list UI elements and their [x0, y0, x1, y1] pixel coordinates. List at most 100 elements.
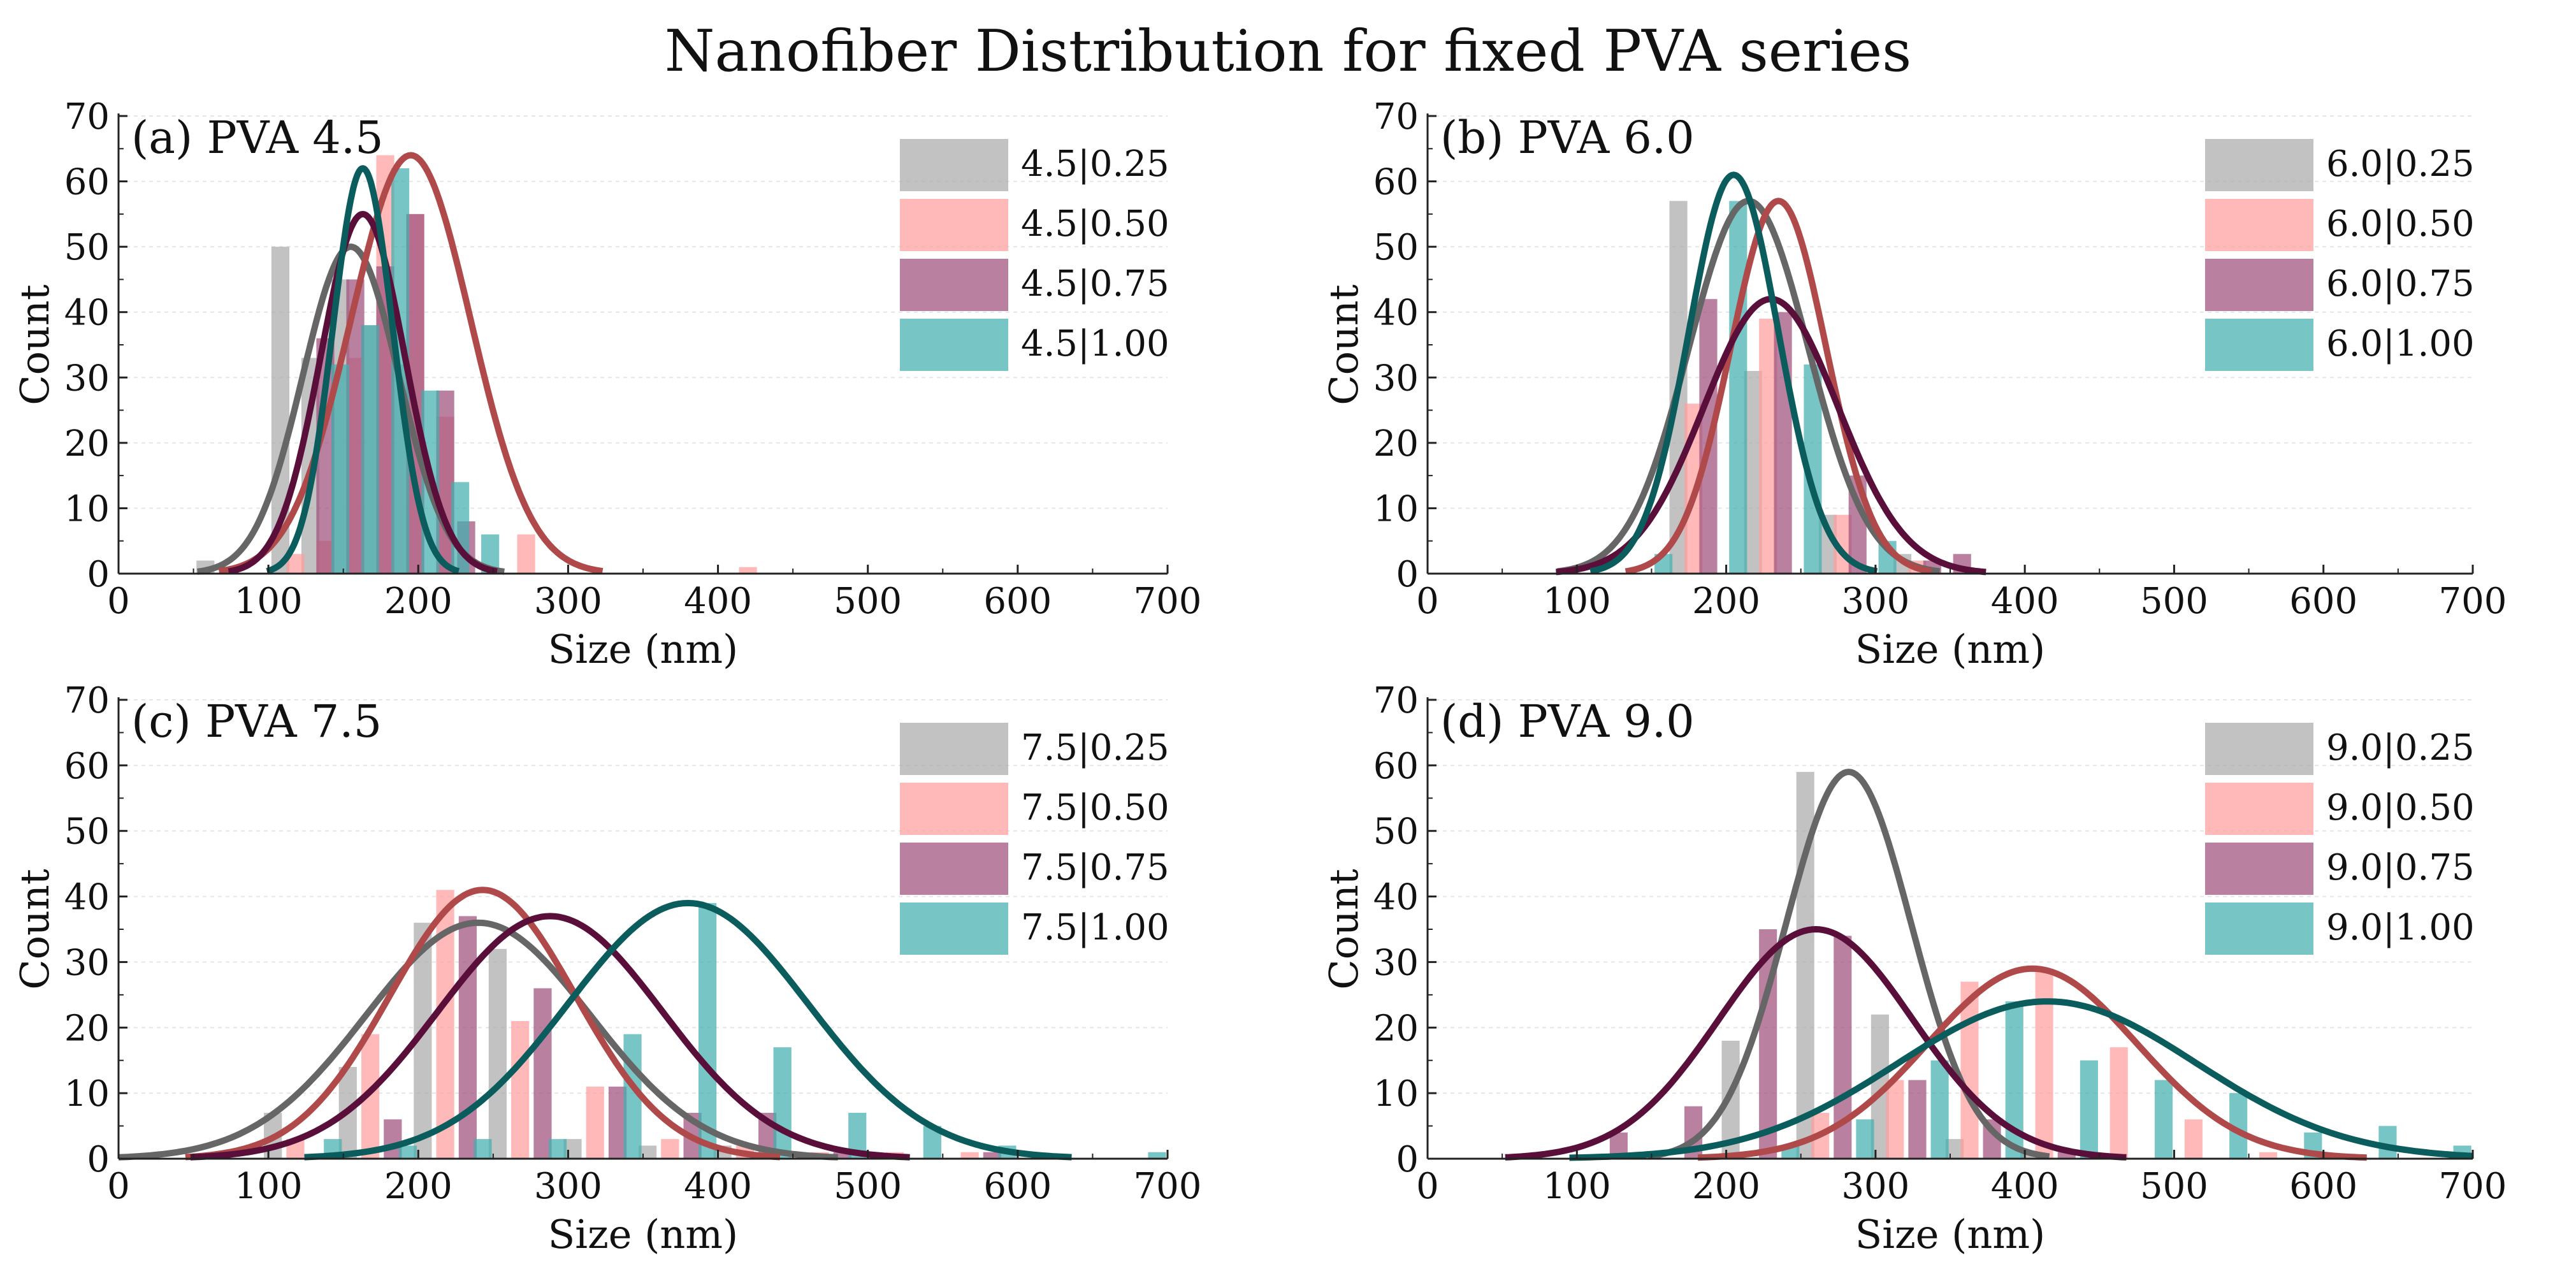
- legend-label: 7.5|1.00: [1021, 907, 1169, 948]
- y-tick-label: 70: [64, 96, 110, 138]
- x-tick-label: 700: [1134, 1166, 1202, 1207]
- bar-9-0-0-50: [2035, 968, 2053, 1159]
- x-axis-title: Size (nm): [1855, 626, 2045, 672]
- fit-curve-6-0-0-50: [1624, 198, 1933, 575]
- bar-9-0-1-00: [2080, 1060, 2098, 1159]
- y-tick-label: 50: [64, 227, 110, 268]
- legend-label: 9.0|1.00: [2326, 907, 2475, 948]
- fit-curve-9-0-1-00: [1569, 998, 2473, 1161]
- y-tick-label: 40: [64, 293, 110, 334]
- x-tick-label: 300: [534, 1166, 602, 1207]
- bar-7-5-0-75: [983, 1152, 1001, 1159]
- legend-swatch: [900, 259, 1008, 311]
- bar-7-5-0-75: [533, 988, 552, 1159]
- legend-swatch: [900, 902, 1008, 955]
- y-axis-title: Count: [11, 284, 58, 405]
- fit-curve-4-5-0-50: [218, 152, 604, 575]
- bar-9-0-1-00: [1930, 1060, 1949, 1159]
- x-tick-label: 700: [1134, 581, 1202, 622]
- legend-label: 7.5|0.25: [1021, 727, 1169, 769]
- y-tick-label: 20: [64, 1008, 110, 1049]
- x-tick-label: 600: [983, 581, 1052, 622]
- legend-swatch: [2205, 319, 2313, 371]
- legend-label: 9.0|0.25: [2326, 727, 2475, 769]
- bar-7-5-0-75: [608, 1086, 627, 1159]
- legend-label: 9.0|0.50: [2326, 787, 2475, 829]
- bar-7-5-0-75: [458, 916, 477, 1159]
- y-tick-label: 0: [87, 554, 110, 595]
- bar-6-0-1-00: [1729, 201, 1747, 574]
- legend-label: 6.0|0.50: [2326, 203, 2475, 245]
- x-tick-label: 500: [834, 1166, 902, 1207]
- legend-swatch: [2205, 723, 2313, 775]
- x-tick-label: 400: [684, 581, 752, 622]
- fit-curve-6-0-1-00: [1589, 171, 1879, 575]
- bar-7-5-0-75: [833, 1152, 851, 1159]
- bar-9-0-1-00: [2154, 1080, 2173, 1159]
- legend-swatch: [900, 139, 1008, 191]
- x-tick-label: 200: [1692, 1166, 1760, 1207]
- bar-4-5-0-50: [517, 534, 535, 574]
- fit-curve-7-5-1-00: [304, 899, 1072, 1161]
- x-tick-label: 600: [2289, 581, 2357, 622]
- x-tick-label: 100: [1543, 581, 1611, 622]
- legend-swatch: [2205, 199, 2313, 251]
- fit-curve-7-5-0-25: [118, 919, 838, 1161]
- y-tick-label: 40: [64, 877, 110, 918]
- y-tick-label: 60: [1373, 162, 1419, 203]
- legend-swatch: [900, 199, 1008, 251]
- bar-4-5-0-50: [739, 567, 757, 574]
- legend-swatch: [2205, 259, 2313, 311]
- bar-7-5-0-50: [661, 1139, 679, 1159]
- y-tick-label: 30: [64, 942, 110, 983]
- y-tick-label: 10: [1373, 1073, 1419, 1115]
- x-axis-title: Size (nm): [548, 1211, 738, 1258]
- x-tick-label: 200: [384, 581, 452, 622]
- y-tick-label: 50: [1373, 811, 1419, 853]
- y-tick-label: 50: [64, 811, 110, 853]
- legend-swatch: [900, 319, 1008, 371]
- y-axis-title: Count: [1321, 284, 1367, 405]
- x-tick-label: 200: [1692, 581, 1760, 622]
- legend-swatch: [2205, 783, 2313, 835]
- panel-label: (d) PVA 9.0: [1440, 695, 1695, 748]
- x-tick-label: 400: [684, 1166, 752, 1207]
- x-tick-label: 600: [983, 1166, 1052, 1207]
- x-tick-label: 300: [1841, 581, 1909, 622]
- y-tick-label: 20: [1373, 423, 1419, 465]
- x-tick-label: 300: [534, 581, 602, 622]
- bar-7-5-1-00: [773, 1047, 792, 1159]
- y-axis-title: Count: [1321, 869, 1367, 990]
- bar-7-5-1-00: [548, 1139, 567, 1159]
- x-tick-label: 500: [834, 581, 902, 622]
- figure-title: Nanofiber Distribution for fixed PVA ser…: [664, 18, 1912, 85]
- x-tick-label: 500: [2140, 1166, 2208, 1207]
- legend-label: 4.5|0.75: [1021, 263, 1169, 305]
- fit-curve-4-5-1-00: [264, 165, 461, 575]
- bar-6-0-0-50: [1759, 318, 1777, 574]
- fit-curve-9-0-0-25: [1647, 769, 2050, 1160]
- panel-label: (c) PVA 7.5: [131, 695, 382, 748]
- bar-9-0-0-50: [2259, 1152, 2278, 1159]
- bar-9-0-1-00: [2378, 1126, 2397, 1159]
- bar-7-5-0-50: [586, 1086, 604, 1159]
- bar-9-0-0-75: [1908, 1080, 1927, 1159]
- legend-label: 4.5|1.00: [1021, 323, 1169, 365]
- fit-curve-7-5-0-75: [190, 913, 910, 1161]
- x-tick-label: 700: [2439, 581, 2507, 622]
- bar-7-5-0-25: [488, 948, 507, 1159]
- bar-7-5-1-00: [398, 1145, 417, 1159]
- bar-7-5-1-00: [698, 902, 717, 1159]
- y-tick-label: 30: [1373, 358, 1419, 399]
- legend-label: 4.5|0.50: [1021, 203, 1169, 245]
- bar-9-0-0-50: [2184, 1119, 2203, 1159]
- x-tick-label: 100: [1543, 1166, 1611, 1207]
- bar-7-5-1-00: [474, 1139, 492, 1159]
- x-tick-label: 0: [107, 581, 130, 622]
- bar-9-0-0-75: [2057, 1152, 2076, 1159]
- x-tick-label: 100: [235, 581, 303, 622]
- y-tick-label: 30: [64, 358, 110, 399]
- legend-swatch: [2205, 843, 2313, 895]
